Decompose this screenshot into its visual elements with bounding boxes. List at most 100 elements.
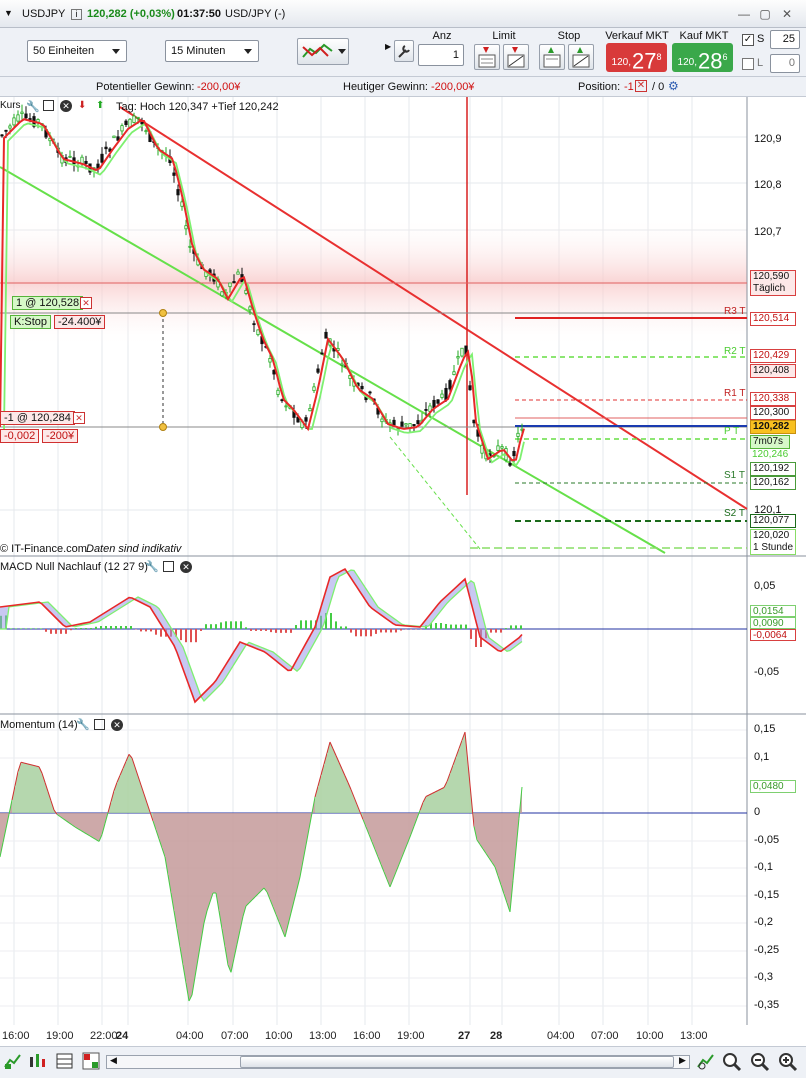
chart-type-button[interactable]	[297, 38, 349, 65]
close-icon[interactable]: ✕	[781, 7, 793, 21]
window-icon[interactable]	[43, 100, 54, 111]
order-up-icon[interactable]: ⬆	[96, 100, 105, 111]
kstop-tag[interactable]: K:Stop	[10, 315, 52, 329]
candle-body	[480, 445, 484, 454]
momentum-line	[107, 801, 112, 813]
anz-input[interactable]: 1	[418, 44, 464, 66]
stop-sell-button[interactable]	[568, 44, 594, 70]
window-icon[interactable]	[163, 561, 174, 572]
measure-handle[interactable]	[159, 309, 167, 317]
resistance-trendline[interactable]	[119, 106, 748, 510]
support-trendline[interactable]	[0, 166, 666, 554]
macd-bar	[255, 629, 257, 631]
close-circle-icon[interactable]: ✕	[60, 100, 72, 112]
order-stop-icon	[543, 47, 561, 68]
wrench-icon[interactable]: 🔧	[76, 719, 90, 731]
momentum-line	[104, 812, 109, 824]
x-tick: 13:00	[680, 1030, 708, 1042]
units-select[interactable]: 50 Einheiten	[27, 40, 127, 62]
maximize-icon[interactable]: ▢	[759, 7, 771, 21]
scroll-left-icon[interactable]: ◀	[110, 1055, 117, 1065]
stop-buy-button[interactable]	[539, 44, 565, 70]
pot-value: -200,00¥	[197, 81, 241, 93]
macd-bar	[340, 626, 342, 629]
interval-select[interactable]: 15 Minuten	[165, 40, 259, 62]
momentum-line	[515, 818, 520, 850]
momentum-label: Momentum (14)	[0, 719, 78, 731]
momentum-line	[329, 741, 334, 749]
macd-bar	[355, 629, 357, 637]
window-icon[interactable]	[94, 719, 105, 730]
close-position-icon[interactable]: ✕	[73, 412, 85, 424]
order-down-icon[interactable]: ⬇	[78, 100, 87, 111]
order-limit-icon	[478, 47, 496, 68]
momentum-slice	[375, 813, 378, 857]
macd-bar	[175, 629, 177, 637]
info-icon[interactable]: i	[71, 9, 82, 20]
macd-bar	[335, 621, 337, 629]
momentum-slice	[75, 813, 78, 829]
l-checkbox[interactable]	[742, 58, 754, 70]
momentum-tick: -0,2	[754, 916, 773, 928]
wrench-icon[interactable]: 🔧	[26, 101, 40, 113]
s-input[interactable]: 25	[770, 30, 800, 49]
candle-body	[12, 117, 16, 126]
momentum-line	[359, 811, 364, 820]
chart-canvas[interactable]	[0, 97, 806, 1025]
momentum-slice	[321, 764, 324, 813]
close-order-icon[interactable]: ✕	[80, 297, 92, 309]
candle-body	[232, 281, 236, 284]
scroll-right-icon[interactable]: ▶	[679, 1055, 686, 1065]
momentum-slice	[213, 813, 216, 893]
momentum-slice	[396, 813, 399, 872]
macd-bar	[185, 629, 187, 643]
momentum-slice	[171, 813, 174, 911]
scrollbar-thumb[interactable]	[240, 1056, 674, 1068]
s-checkbox[interactable]: ✓	[742, 34, 754, 46]
position-tag[interactable]: -1 @ 120,284	[0, 411, 75, 425]
zoom-in-icon[interactable]	[778, 1052, 798, 1072]
momentum-line	[446, 773, 451, 782]
close-circle-icon[interactable]: ✕	[111, 719, 123, 731]
gear-icon[interactable]: ⚙	[668, 79, 679, 93]
macd-bar	[505, 628, 507, 629]
close-circle-icon[interactable]: ✕	[180, 561, 192, 573]
momentum-slice	[369, 813, 372, 842]
momentum-line	[134, 766, 139, 777]
momentum-slice	[411, 813, 414, 835]
x-tick: 07:00	[221, 1030, 249, 1042]
measure-handle[interactable]	[159, 423, 167, 431]
momentum-line	[158, 838, 163, 849]
momentum-line	[440, 787, 445, 790]
chart-zoom-icon[interactable]	[697, 1052, 715, 1070]
momentum-line	[356, 804, 361, 813]
menu-arrow-icon[interactable]: ▼	[4, 8, 13, 18]
table-icon[interactable]	[56, 1052, 74, 1070]
close-position-icon[interactable]: ✕	[635, 80, 647, 92]
limit-sell-button[interactable]	[503, 44, 529, 70]
macd-bar	[325, 613, 327, 629]
zoom-fit-icon[interactable]	[722, 1052, 742, 1072]
macd-val-2: 0,0090	[750, 617, 796, 629]
chart-style-icon[interactable]	[4, 1052, 22, 1070]
momentum-slice	[267, 813, 270, 900]
l-input[interactable]: 0	[770, 54, 800, 73]
momentum-line	[407, 834, 412, 843]
macd-bar	[330, 613, 332, 629]
momentum-slice	[216, 813, 219, 911]
buy-market-button[interactable]: 120,286	[672, 43, 733, 73]
minimize-icon[interactable]: —	[738, 7, 750, 21]
sell-market-button[interactable]: 120,278	[606, 43, 667, 73]
zoom-out-icon[interactable]	[750, 1052, 770, 1072]
limit-buy-button[interactable]	[474, 44, 500, 70]
grid-icon[interactable]	[82, 1052, 100, 1070]
order-tag[interactable]: 1 @ 120,528	[12, 296, 84, 310]
momentum-line	[443, 781, 448, 788]
play-icon[interactable]: ▶	[385, 42, 392, 51]
wrench-button[interactable]	[394, 40, 414, 62]
momentum-slice	[261, 813, 264, 891]
candle-body	[24, 113, 28, 119]
candle-body	[280, 399, 284, 402]
wrench-icon[interactable]: 🔧	[145, 561, 159, 573]
indicator-icon[interactable]	[28, 1052, 46, 1070]
